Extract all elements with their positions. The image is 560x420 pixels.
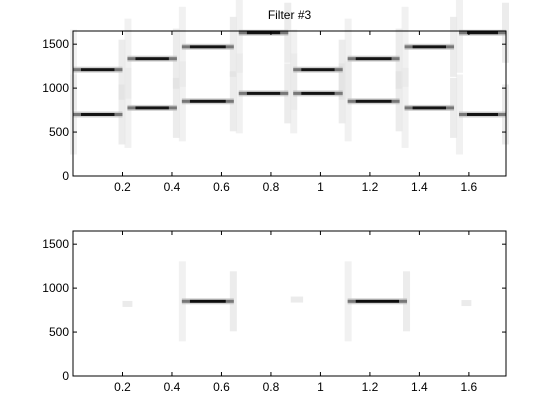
bottom-plot-panel: 0.2 0.4 0.6 0.8 1 1.2 1.4 1.6 0 500 1000 1500 — [42, 230, 507, 394]
heatmap-segment — [466, 112, 498, 116]
segment-cap — [446, 106, 455, 110]
segment-cap — [458, 112, 467, 116]
x-tick-label: 1.4 — [411, 180, 428, 194]
segment-cap — [347, 57, 356, 61]
segment-cap — [280, 91, 289, 95]
heatmap-segment — [301, 91, 335, 95]
heatmap-segment — [189, 99, 226, 103]
segment-cap — [347, 99, 356, 103]
x-tick-label: 1 — [317, 380, 324, 394]
heatmap-segment — [466, 31, 498, 35]
x-tick-label: 1.6 — [461, 380, 478, 394]
segment-cap — [168, 106, 177, 110]
top-plot-panel: 0.2 0.4 0.6 0.8 1 1.2 1.4 1.6 0 500 1000 1500 Filter… — [42, 0, 509, 194]
segment-cap — [181, 299, 190, 303]
segment-cap — [498, 31, 506, 35]
segment-cap — [391, 99, 400, 103]
segment-cap — [127, 57, 136, 61]
segment-cap — [498, 112, 506, 116]
y-tick-label: 0 — [62, 369, 69, 383]
y-tick-label: 500 — [49, 125, 69, 139]
x-tick-label: 1.2 — [362, 380, 379, 394]
segment-cap — [225, 45, 234, 49]
segment-smear — [235, 0, 243, 73]
segment-cap — [127, 106, 136, 110]
heatmap-segment — [189, 45, 226, 49]
segment-cap — [225, 299, 234, 303]
heatmap-segment — [412, 45, 447, 49]
x-tick-label: 0.8 — [263, 380, 280, 394]
segment-cap — [334, 91, 343, 95]
heatmap-segment — [135, 57, 169, 61]
x-tick-label: 1 — [317, 180, 324, 194]
segment-cap — [391, 57, 400, 61]
segment-cap — [399, 299, 408, 303]
x-tick-label: 0.6 — [213, 380, 230, 394]
heatmap-segment — [246, 31, 281, 35]
heatmap-segment — [122, 300, 133, 307]
segment-cap — [168, 57, 177, 61]
axes-frame — [72, 30, 507, 177]
segment-cap — [181, 99, 190, 103]
segment-cap — [225, 99, 234, 103]
y-tick-label: 0 — [62, 169, 69, 183]
segment-smear — [455, 0, 463, 73]
y-tick-label: 1500 — [42, 37, 69, 51]
x-tick-label: 0.4 — [164, 380, 181, 394]
x-tick-label: 0.8 — [263, 180, 280, 194]
segment-cap — [73, 112, 81, 116]
heatmap-segment — [246, 91, 281, 95]
heatmap-segment — [290, 296, 304, 303]
segment-cap — [404, 45, 413, 49]
segment-cap — [404, 106, 413, 110]
segment-cap — [238, 31, 247, 35]
y-tick-label: 1000 — [42, 281, 69, 295]
heatmap-segment — [301, 68, 335, 72]
segment-cap — [181, 45, 190, 49]
chart-title: Filter #3 — [268, 8, 312, 22]
heatmap-segment — [81, 68, 115, 72]
segment-cap — [73, 68, 81, 72]
segment-cap — [446, 45, 455, 49]
x-tick-label: 0.4 — [164, 180, 181, 194]
segment-cap — [293, 68, 302, 72]
heatmap-segment — [355, 99, 392, 103]
segment-cap — [293, 91, 302, 95]
x-tick-label: 0.6 — [213, 180, 230, 194]
heatmap-segment — [355, 299, 400, 303]
heatmap-segment — [355, 57, 392, 61]
heatmap-segment — [461, 300, 472, 307]
heatmap-segment — [135, 106, 169, 110]
axes-frame — [72, 230, 507, 377]
x-tick-label: 1.6 — [461, 180, 478, 194]
x-tick-label: 0.2 — [114, 380, 131, 394]
heatmap-segment — [81, 112, 115, 116]
x-tick-label: 1.4 — [411, 380, 428, 394]
heatmap-segment — [189, 299, 226, 303]
segment-cap — [114, 68, 123, 72]
heatmap-segment — [412, 106, 447, 110]
segment-cap — [347, 299, 356, 303]
segment-cap — [114, 112, 123, 116]
segment-cap — [238, 91, 247, 95]
y-tick-label: 1500 — [42, 237, 69, 251]
x-tick-label: 1.2 — [362, 180, 379, 194]
plot-area — [73, 231, 506, 376]
y-tick-label: 500 — [49, 325, 69, 339]
y-tick-label: 1000 — [42, 81, 69, 95]
segment-cap — [334, 68, 343, 72]
segment-cap — [280, 31, 289, 35]
x-tick-label: 0.2 — [114, 180, 131, 194]
segment-cap — [458, 31, 467, 35]
